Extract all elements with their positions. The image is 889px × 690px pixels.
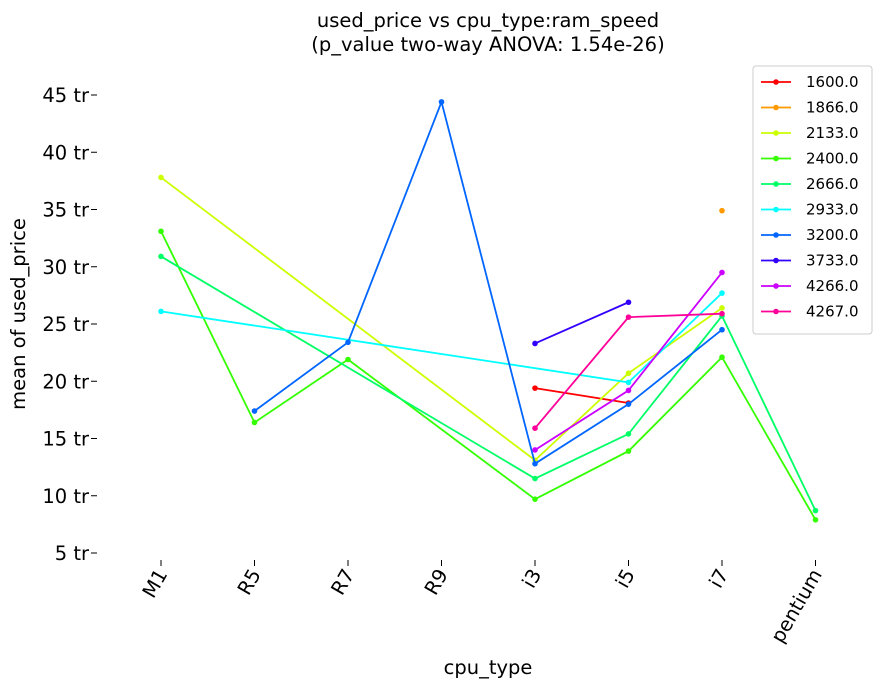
y-tick-label: 5 tr xyxy=(55,542,90,565)
data-point xyxy=(439,99,445,105)
series-1600.0 xyxy=(532,385,631,405)
data-point xyxy=(345,357,351,363)
series-3733.0 xyxy=(532,299,631,346)
y-tick-label: 15 tr xyxy=(42,428,90,451)
legend-swatch-marker xyxy=(773,105,779,111)
chart-title: used_price vs cpu_type:ram_speed xyxy=(317,9,659,32)
data-point xyxy=(158,309,164,315)
x-tick-label: i3 xyxy=(517,565,546,592)
series-line xyxy=(535,302,629,343)
data-point xyxy=(719,305,725,311)
legend: 1600.0 1866.0 2133.0 2400.0 2666.0 2933.0 3200… xyxy=(753,66,872,334)
data-point xyxy=(719,290,725,296)
series-4266.0 xyxy=(532,270,725,453)
y-tick-label: 30 tr xyxy=(42,256,90,279)
y-axis-label: mean of used_price xyxy=(7,218,30,410)
data-point xyxy=(719,327,725,333)
x-tick-label: M1 xyxy=(138,565,173,602)
y-tick-label: 20 tr xyxy=(42,370,90,393)
data-point xyxy=(626,388,632,394)
data-point xyxy=(719,208,725,214)
legend-label: 4267.0 xyxy=(806,303,859,321)
legend-label: 1866.0 xyxy=(806,99,859,117)
data-point xyxy=(252,408,258,414)
x-axis: M1 R5 R7 R9 i3 i5 i7 pentium xyxy=(138,560,827,647)
data-point xyxy=(626,380,632,386)
data-point xyxy=(532,385,538,391)
data-point xyxy=(532,341,538,347)
y-tick-label: 10 tr xyxy=(42,485,90,508)
data-point xyxy=(626,401,632,407)
legend-swatch-marker xyxy=(773,258,779,264)
data-point xyxy=(532,425,538,431)
legend-swatch-marker xyxy=(773,283,779,289)
legend-swatch-marker xyxy=(773,156,779,162)
x-tick-label: i7 xyxy=(704,565,733,592)
data-point xyxy=(158,228,164,234)
data-point xyxy=(532,447,538,453)
x-axis-label: cpu_type xyxy=(444,656,533,679)
data-point xyxy=(532,496,538,502)
x-tick-label: R7 xyxy=(326,565,359,599)
data-point xyxy=(719,354,725,360)
legend-label: 1600.0 xyxy=(806,73,859,91)
series-line xyxy=(161,256,816,510)
data-point xyxy=(719,270,725,276)
y-tick-label: 25 tr xyxy=(42,313,90,336)
legend-label: 2400.0 xyxy=(806,150,859,168)
series-line xyxy=(255,102,723,464)
chart-subtitle: (p_value two-way ANOVA: 1.54e-26) xyxy=(311,33,664,56)
series-line xyxy=(161,177,722,460)
series-line xyxy=(535,388,629,403)
y-tick-label: 45 tr xyxy=(42,84,90,107)
series-line xyxy=(161,231,816,520)
legend-swatch-marker xyxy=(773,130,779,136)
legend-label: 3200.0 xyxy=(806,226,859,244)
series-3200.0 xyxy=(252,99,725,466)
data-point xyxy=(626,299,632,305)
series-1866.0 xyxy=(719,208,725,214)
y-tick-label: 35 tr xyxy=(42,199,90,222)
data-point xyxy=(345,340,351,346)
data-point xyxy=(532,476,538,482)
legend-label: 2666.0 xyxy=(806,175,859,193)
legend-label: 3733.0 xyxy=(806,252,859,270)
x-tick-label: R9 xyxy=(420,565,453,599)
data-point xyxy=(719,311,725,317)
data-point xyxy=(626,314,632,320)
y-axis: 5 tr 10 tr 15 tr 20 tr 25 tr 30 tr 35 tr 40 tr 4… xyxy=(42,84,97,565)
legend-swatch-marker xyxy=(773,79,779,85)
data-point xyxy=(532,461,538,467)
data-point xyxy=(813,508,819,514)
data-point xyxy=(252,420,258,426)
legend-label: 2933.0 xyxy=(806,201,859,219)
y-tick-label: 40 tr xyxy=(42,141,90,164)
legend-swatch-marker xyxy=(773,232,779,238)
legend-swatch-marker xyxy=(773,309,779,315)
data-point xyxy=(626,448,632,454)
series-line xyxy=(535,272,722,449)
x-tick-label: i5 xyxy=(611,565,640,592)
data-point xyxy=(626,370,632,376)
data-point xyxy=(158,175,164,181)
legend-swatch-marker xyxy=(773,207,779,213)
legend-swatch-marker xyxy=(773,181,779,187)
x-tick-label: pentium xyxy=(766,565,826,647)
legend-label: 4266.0 xyxy=(806,277,859,295)
plot-area xyxy=(158,99,818,523)
data-point xyxy=(158,254,164,260)
data-point xyxy=(813,517,819,523)
legend-label: 2133.0 xyxy=(806,124,859,142)
x-tick-label: R5 xyxy=(233,565,266,599)
data-point xyxy=(626,431,632,437)
